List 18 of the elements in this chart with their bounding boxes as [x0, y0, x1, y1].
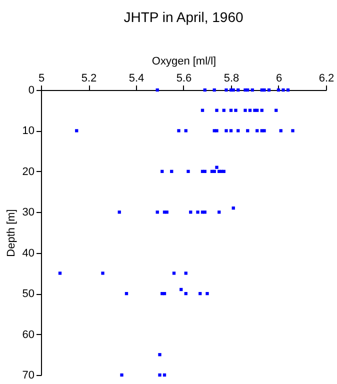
- y-tick-label: 40: [22, 247, 34, 260]
- x-tick-label: 5.8: [224, 72, 240, 84]
- y-tick-label: 10: [22, 125, 34, 138]
- x-tick-label: 5.2: [81, 72, 97, 84]
- y-tick-label: 20: [22, 166, 34, 178]
- x-tick-label: 5: [38, 72, 45, 84]
- x-axis-title: Oxygen [ml/l]: [152, 56, 216, 68]
- y-axis-title: Depth [m]: [5, 209, 18, 257]
- y-tick-label: 70: [22, 370, 34, 382]
- y-tick-label: 60: [22, 328, 34, 341]
- y-tick-label: 30: [22, 206, 34, 219]
- x-tick-label: 6: [276, 72, 282, 84]
- x-tick-label: 6.2: [318, 72, 334, 84]
- chart-title: JHTP in April, 1960: [124, 9, 244, 25]
- y-tick-label: 50: [22, 288, 34, 300]
- x-tick-label: 5.6: [176, 72, 192, 84]
- x-tick-label: 5.4: [128, 72, 144, 84]
- y-tick-label: 0: [28, 84, 34, 96]
